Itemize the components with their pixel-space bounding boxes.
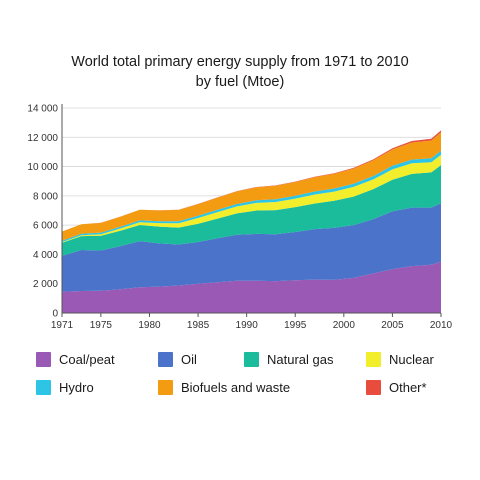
legend-swatch (244, 351, 259, 367)
area-natural-gas (62, 165, 441, 256)
x-tick-label: 1980 (138, 320, 161, 331)
legend-swatch (366, 351, 381, 367)
x-tick-label: 2010 (430, 320, 453, 331)
legend-label: Other* (389, 379, 427, 395)
legend-item: Coal/peat (36, 350, 115, 368)
legend-swatch (158, 351, 173, 367)
x-tick-label: 1971 (51, 320, 74, 331)
legend-swatch (36, 351, 51, 367)
x-tick-label: 2005 (381, 320, 404, 331)
legend-item: Hydro (36, 378, 94, 396)
y-tick-label: 14 000 (27, 104, 58, 115)
x-tick-label: 1985 (187, 320, 210, 331)
legend-swatch (158, 379, 173, 395)
x-tick-label: 2000 (333, 320, 356, 331)
legend-label: Biofuels and waste (181, 379, 291, 395)
x-tick-label: 1995 (284, 320, 307, 331)
y-tick-label: 12 000 (27, 133, 58, 144)
area-coal-peat (62, 261, 441, 313)
legend-label: Oil (181, 351, 197, 367)
area-oil (62, 203, 441, 292)
y-tick-label: 10 000 (27, 162, 58, 173)
stacked-area-chart: 0 2 000 4 000 6 000 8 000 10 000 12 000 14 000 1… (27, 104, 452, 332)
legend-label: Nuclear (389, 351, 434, 367)
legend-swatch (366, 379, 381, 395)
legend-item: Biofuels and waste (158, 378, 290, 396)
chart-title-line1: World total primary energy supply from 1… (71, 54, 409, 70)
legend-label: Hydro (59, 379, 94, 395)
legend-item: Natural gas (244, 350, 333, 368)
x-tick-label: 1990 (236, 320, 259, 331)
area-series-group (62, 130, 441, 313)
x-tick-label: 1975 (90, 320, 113, 331)
y-tick-label: 6 000 (33, 221, 58, 232)
area-hydro (62, 150, 441, 243)
legend-swatch (36, 379, 51, 395)
y-tick-label: 2 000 (33, 279, 58, 290)
area-biofuels-and-waste (62, 132, 441, 241)
y-tick-label: 0 (52, 309, 58, 320)
legend-item: Other* (366, 378, 427, 396)
y-tick-label: 4 000 (33, 250, 58, 261)
tick-labels: 0 2 000 4 000 6 000 8 000 10 000 12 000 14 000 1… (27, 104, 452, 332)
y-tick-label: 8 000 (33, 191, 58, 202)
legend-item: Oil (158, 350, 197, 368)
chart-subtitle: by fuel (Mtoe) (195, 74, 285, 90)
legend-item: Nuclear (366, 350, 434, 368)
axes (61, 104, 442, 317)
legend-label: Natural gas (267, 351, 334, 367)
chart-title: World total primary energy supply from 1… (0, 52, 480, 92)
legend-label: Coal/peat (59, 351, 115, 367)
